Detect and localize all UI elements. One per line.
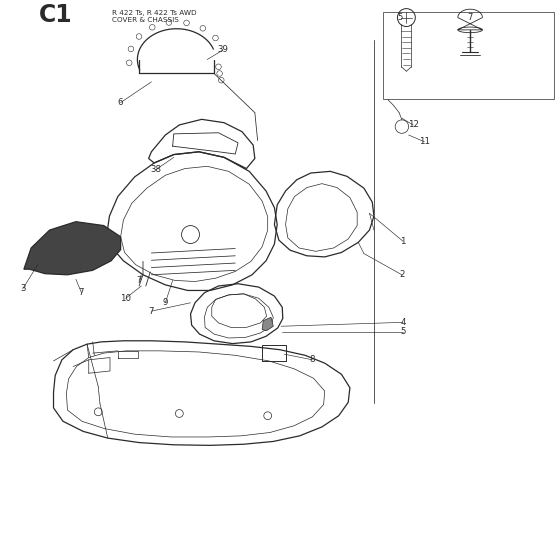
Text: C1: C1 — [39, 3, 72, 27]
Polygon shape — [24, 222, 120, 275]
Text: R 422 Ts, R 422 Ts AWD: R 422 Ts, R 422 Ts AWD — [112, 10, 197, 16]
Text: 12: 12 — [408, 120, 418, 129]
Text: 38: 38 — [150, 165, 161, 174]
Text: 9: 9 — [162, 298, 168, 307]
Text: 7: 7 — [148, 307, 154, 316]
Text: 6: 6 — [118, 98, 123, 107]
Text: 10: 10 — [120, 294, 131, 303]
Text: 5: 5 — [400, 328, 406, 337]
Polygon shape — [262, 318, 273, 331]
Text: 2: 2 — [399, 270, 405, 279]
Text: 8: 8 — [310, 355, 315, 365]
Text: 5: 5 — [398, 13, 403, 22]
Text: COVER & CHASSIS: COVER & CHASSIS — [112, 17, 179, 23]
Bar — [384, 12, 554, 99]
Text: 11: 11 — [419, 137, 430, 146]
Text: 4: 4 — [400, 318, 406, 327]
Text: 1: 1 — [400, 237, 406, 246]
Text: 7: 7 — [468, 13, 473, 22]
Text: 7: 7 — [136, 276, 142, 285]
Text: 3: 3 — [20, 284, 26, 293]
Text: 7: 7 — [79, 288, 84, 297]
Text: 39: 39 — [217, 45, 228, 54]
